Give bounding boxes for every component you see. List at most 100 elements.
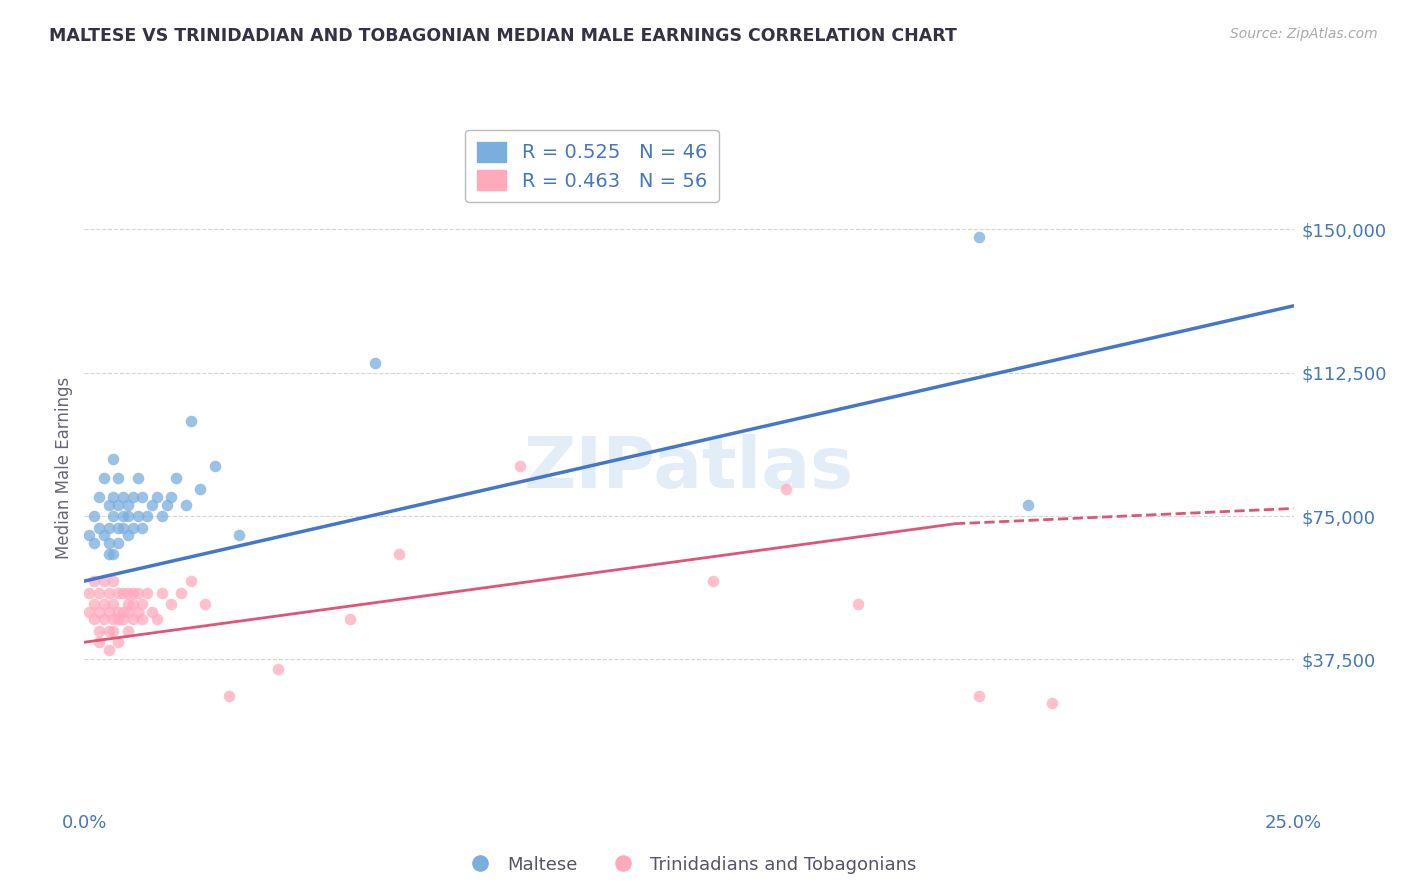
Point: [103, 597, 125, 611]
Point: [97, 585, 120, 599]
Point: [174, 498, 197, 512]
Legend: Maltese, Trinidadians and Tobagonians: Maltese, Trinidadians and Tobagonians: [454, 848, 924, 880]
Point: [339, 612, 361, 626]
Point: [117, 528, 139, 542]
Point: [131, 520, 153, 534]
Point: [117, 509, 139, 524]
Point: [155, 498, 177, 512]
Point: [131, 612, 153, 626]
Point: [87, 605, 110, 619]
Point: [121, 612, 143, 626]
Point: [107, 635, 129, 649]
Text: MALTESE VS TRINIDADIAN AND TOBAGONIAN MEDIAN MALE EARNINGS CORRELATION CHART: MALTESE VS TRINIDADIAN AND TOBAGONIAN ME…: [49, 27, 957, 45]
Point: [180, 413, 202, 427]
Point: [93, 471, 115, 485]
Point: [97, 536, 120, 550]
Point: [107, 536, 129, 550]
Point: [1040, 697, 1063, 711]
Point: [194, 597, 217, 611]
Point: [141, 498, 163, 512]
Point: [775, 483, 797, 497]
Point: [190, 483, 212, 497]
Point: [93, 528, 115, 542]
Point: [103, 451, 125, 466]
Point: [83, 574, 105, 588]
Point: [112, 612, 135, 626]
Point: [146, 612, 169, 626]
Point: [150, 585, 173, 599]
Point: [103, 574, 125, 588]
Point: [107, 605, 129, 619]
Point: [509, 459, 531, 474]
Point: [83, 597, 105, 611]
Point: [121, 597, 143, 611]
Point: [204, 459, 226, 474]
Point: [388, 547, 411, 561]
Point: [141, 605, 163, 619]
Point: [103, 490, 125, 504]
Point: [97, 643, 120, 657]
Point: [150, 509, 173, 524]
Point: [121, 490, 143, 504]
Point: [112, 520, 135, 534]
Point: [127, 509, 149, 524]
Point: [136, 585, 159, 599]
Point: [83, 509, 105, 524]
Point: [363, 356, 385, 370]
Point: [112, 490, 135, 504]
Point: [117, 498, 139, 512]
Point: [107, 498, 129, 512]
Point: [702, 574, 724, 588]
Point: [117, 597, 139, 611]
Point: [136, 509, 159, 524]
Point: [112, 585, 135, 599]
Point: [77, 605, 100, 619]
Point: [97, 498, 120, 512]
Point: [97, 520, 120, 534]
Point: [103, 547, 125, 561]
Point: [228, 528, 250, 542]
Point: [93, 612, 115, 626]
Point: [77, 585, 100, 599]
Point: [117, 624, 139, 638]
Point: [117, 585, 139, 599]
Point: [87, 635, 110, 649]
Point: [165, 471, 187, 485]
Point: [107, 585, 129, 599]
Point: [83, 536, 105, 550]
Text: ZIPatlas: ZIPatlas: [524, 434, 853, 503]
Point: [160, 597, 183, 611]
Point: [267, 662, 290, 676]
Point: [180, 574, 202, 588]
Point: [967, 230, 990, 244]
Point: [127, 605, 149, 619]
Point: [103, 624, 125, 638]
Point: [846, 597, 869, 611]
Point: [107, 612, 129, 626]
Point: [112, 605, 135, 619]
Point: [77, 528, 100, 542]
Point: [107, 471, 129, 485]
Point: [97, 605, 120, 619]
Point: [146, 490, 169, 504]
Point: [112, 509, 135, 524]
Point: [121, 520, 143, 534]
Point: [103, 509, 125, 524]
Point: [967, 689, 990, 703]
Point: [87, 490, 110, 504]
Point: [87, 585, 110, 599]
Point: [160, 490, 183, 504]
Point: [97, 624, 120, 638]
Point: [127, 471, 149, 485]
Point: [87, 624, 110, 638]
Point: [127, 585, 149, 599]
Y-axis label: Median Male Earnings: Median Male Earnings: [55, 377, 73, 559]
Point: [87, 520, 110, 534]
Point: [131, 490, 153, 504]
Point: [93, 574, 115, 588]
Point: [97, 547, 120, 561]
Point: [170, 585, 193, 599]
Point: [107, 520, 129, 534]
Point: [131, 597, 153, 611]
Point: [117, 605, 139, 619]
